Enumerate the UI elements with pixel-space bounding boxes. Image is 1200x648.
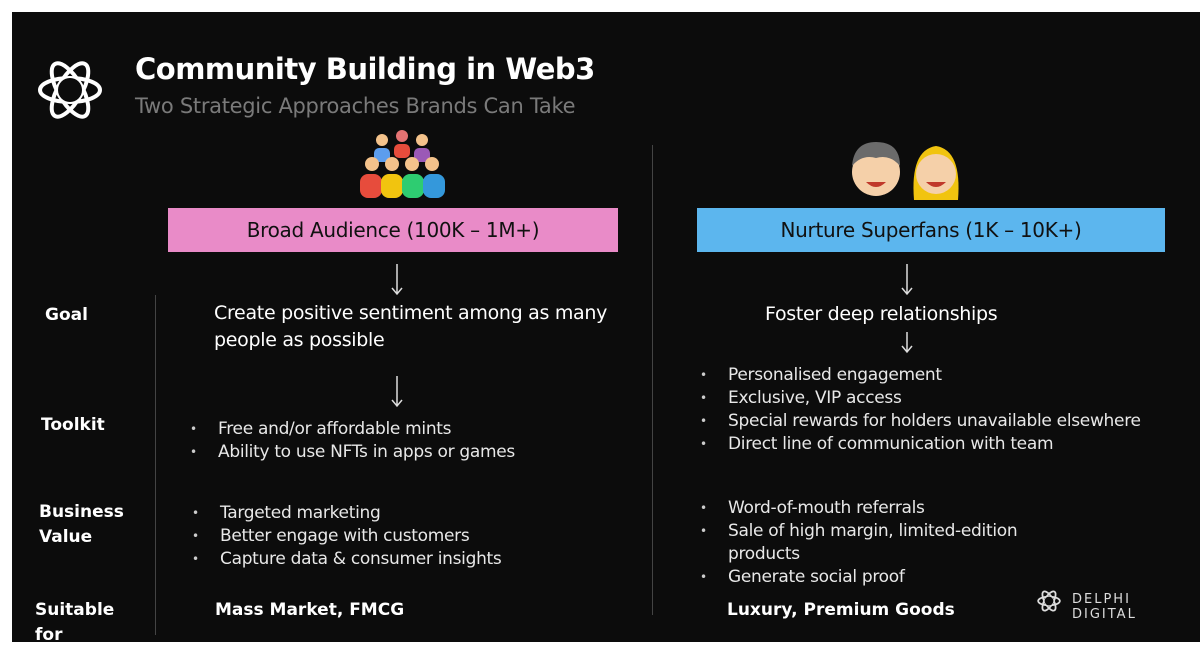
arrow <box>391 264 403 296</box>
suitable-for: Mass Market, FMCG <box>215 600 405 620</box>
arrow <box>901 332 913 354</box>
brand-logo <box>1037 590 1061 612</box>
row-label: Toolkit <box>41 415 105 435</box>
label-divider <box>155 295 156 635</box>
row-label: Business Value <box>39 502 124 547</box>
slide: Community Building in Web3 Two Strategic… <box>12 12 1200 645</box>
row-label: Suitable for <box>35 600 115 645</box>
subtitle: Two Strategic Approaches Brands Can Take <box>135 94 576 118</box>
business-value-list: Word-of-mouth referralsSale of high marg… <box>700 497 1070 589</box>
goal-text: Foster deep relationships <box>765 303 998 325</box>
goal-text: Create positive sentiment among as many … <box>214 302 608 351</box>
superfans-icon <box>852 142 959 200</box>
title: Community Building in Web3 <box>135 52 595 86</box>
column-header: Broad Audience (100K – 1M+) <box>168 208 618 252</box>
business-value-list: Targeted marketingBetter engage with cus… <box>192 502 632 571</box>
column-header: Nurture Superfans (1K – 10K+) <box>697 208 1165 252</box>
bullet-item: Direct line of communication with team <box>700 433 1200 456</box>
bullet-item: Capture data & consumer insights <box>192 548 632 571</box>
arrow <box>901 264 913 296</box>
bullet-item: Ability to use NFTs in apps or games <box>190 441 630 464</box>
toolkit-list: Personalised engagementExclusive, VIP ac… <box>700 364 1200 456</box>
arrow <box>391 376 403 408</box>
suitable-for: Luxury, Premium Goods <box>727 600 955 620</box>
logo <box>38 61 102 119</box>
crowd-icon <box>360 130 445 198</box>
bullet-item: Targeted marketing <box>192 502 632 525</box>
brand: DELPHI DIGITAL <box>1072 592 1137 622</box>
bullet-item: Word-of-mouth referrals <box>700 497 1070 520</box>
bullet-item: Better engage with customers <box>192 525 632 548</box>
bullet-item: Generate social proof <box>700 566 1070 589</box>
bullet-item: Exclusive, VIP access <box>700 387 1200 410</box>
bullet-item: Sale of high margin, limited-edition pro… <box>700 520 1070 566</box>
bullet-item: Personalised engagement <box>700 364 1200 387</box>
bullet-item: Special rewards for holders unavailable … <box>700 410 1200 433</box>
row-label: Goal <box>45 305 88 325</box>
toolkit-list: Free and/or affordable mintsAbility to u… <box>190 418 630 464</box>
column-divider <box>652 145 653 615</box>
bullet-item: Free and/or affordable mints <box>190 418 630 441</box>
